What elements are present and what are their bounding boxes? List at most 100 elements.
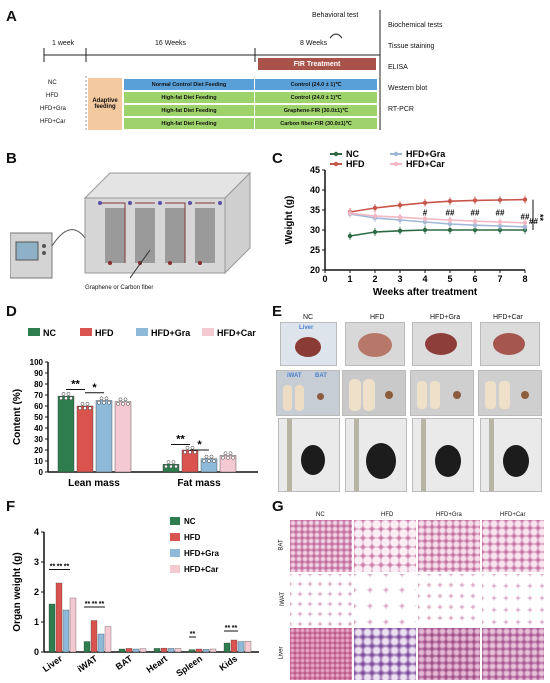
data-point [422, 200, 428, 205]
data-point [372, 213, 378, 219]
data-point [522, 220, 528, 225]
data-point [372, 229, 378, 235]
histo-row-liver: Liver [278, 646, 285, 660]
y-axis-label: Organ weight (g) [12, 552, 23, 631]
histo-row-bat: BAT [278, 539, 285, 551]
bar-HFD+Car [244, 641, 252, 653]
significance-mark: ## [446, 209, 455, 218]
liver-photo-car [480, 322, 540, 366]
legend-label: NC [346, 150, 359, 159]
legend-swatch [28, 328, 40, 336]
mouse-photo-nc [278, 418, 340, 492]
sample-dot [118, 397, 123, 402]
histo-bat-nc [290, 520, 352, 572]
y-axis-label: Content (%) [12, 389, 23, 445]
sample-dot [209, 454, 214, 459]
bat-shape [521, 391, 529, 399]
y-tick-label: 70 [34, 391, 43, 400]
sample-dot [212, 459, 216, 463]
significance-mark: ## [496, 209, 505, 218]
fat-shape [417, 381, 427, 409]
series-line-2 [349, 213, 526, 228]
bar-NC [83, 641, 91, 653]
liver-shape [425, 333, 457, 355]
histo-bat-gra [418, 520, 480, 572]
fat-photo-nc: iWAT BAT [276, 370, 340, 416]
panel-label-b: B [6, 150, 17, 167]
fat-shape [499, 381, 510, 409]
sample-dot [174, 464, 178, 469]
legend-label: NC [43, 328, 56, 338]
group-label-gra: HFD+Gra [40, 106, 66, 112]
bat-shape [453, 391, 461, 399]
liver-photo-hfd [345, 322, 405, 366]
device-illustration [10, 171, 252, 279]
bar-NC [48, 603, 56, 653]
category-label: Kids [217, 653, 239, 672]
bar-HFD [76, 405, 94, 473]
legend-marker [393, 151, 399, 157]
panel-label-c: C [272, 150, 283, 167]
fat-photo-car [478, 370, 542, 416]
significance-mark: ## [521, 213, 530, 222]
histo-iwat-gra [418, 574, 480, 626]
data-point [422, 216, 428, 221]
test-western: Western blot [388, 85, 428, 92]
y-tick-label: 25 [310, 245, 320, 255]
significance-mark: ## [471, 209, 480, 218]
fat-photo-gra [410, 370, 474, 416]
sample-dot [69, 396, 73, 401]
y-tick-label: 1 [34, 617, 39, 627]
data-point [347, 211, 353, 216]
bar-HFD+Gra [132, 648, 140, 653]
bar-HFD+Gra [97, 633, 105, 653]
data-point [397, 215, 403, 220]
sample-dot [166, 460, 171, 464]
y-tick-label: 30 [34, 435, 43, 444]
data-point [497, 227, 503, 233]
treatment-bar-nc: Control (24.0 ± 1)℃ [255, 79, 377, 90]
y-tick-label: 10 [34, 457, 43, 466]
sample-dot [102, 400, 106, 405]
legend-swatch [170, 517, 180, 525]
phase-3-label: 8 Weeks [300, 40, 328, 47]
adaptive-feeding-block: Adaptive feeding [88, 78, 122, 130]
sample-dot [64, 396, 68, 401]
data-point [472, 227, 478, 233]
bar-NC [223, 642, 231, 653]
mouse-shape [503, 445, 529, 477]
bar-HFD+Gra [237, 641, 245, 653]
photo-col-car: HFD+Car [493, 314, 523, 321]
sample-dot [126, 401, 130, 406]
sample-dot [183, 450, 187, 455]
category-label: Liver [41, 653, 65, 674]
phase-2-label: 16 Weeks [155, 40, 186, 47]
fat-shape [485, 381, 496, 409]
test-rtpcr: RT-PCR [388, 106, 414, 113]
histo-liver-hfd [354, 628, 416, 680]
sample-dot [226, 455, 230, 460]
sample-dot [83, 406, 87, 411]
y-tick-label: 30 [310, 225, 320, 235]
x-tick-label: 8 [522, 274, 527, 284]
sample-dot [66, 392, 71, 396]
bar-HFD+Car [139, 648, 147, 653]
category-label: Heart [145, 653, 170, 674]
significance-mark: ** [71, 379, 80, 391]
bar-HFD+Gra [167, 648, 175, 653]
x-tick-label: 3 [397, 274, 402, 284]
mouse-shape [366, 443, 396, 479]
sample-dot [202, 459, 206, 463]
significance-mark: ** [57, 564, 63, 571]
mouse-shape [301, 445, 325, 475]
y-tick-label: 4 [34, 527, 39, 537]
bar-HFD+Gra [202, 649, 210, 653]
legend-label: HFD [95, 328, 114, 338]
category-label: Spleen [174, 653, 204, 678]
sample-dot [61, 392, 66, 396]
data-point [447, 199, 453, 204]
y-tick-label: 2 [34, 587, 39, 597]
legend-label: HFD [184, 533, 201, 542]
significance-mark: # [423, 209, 428, 218]
